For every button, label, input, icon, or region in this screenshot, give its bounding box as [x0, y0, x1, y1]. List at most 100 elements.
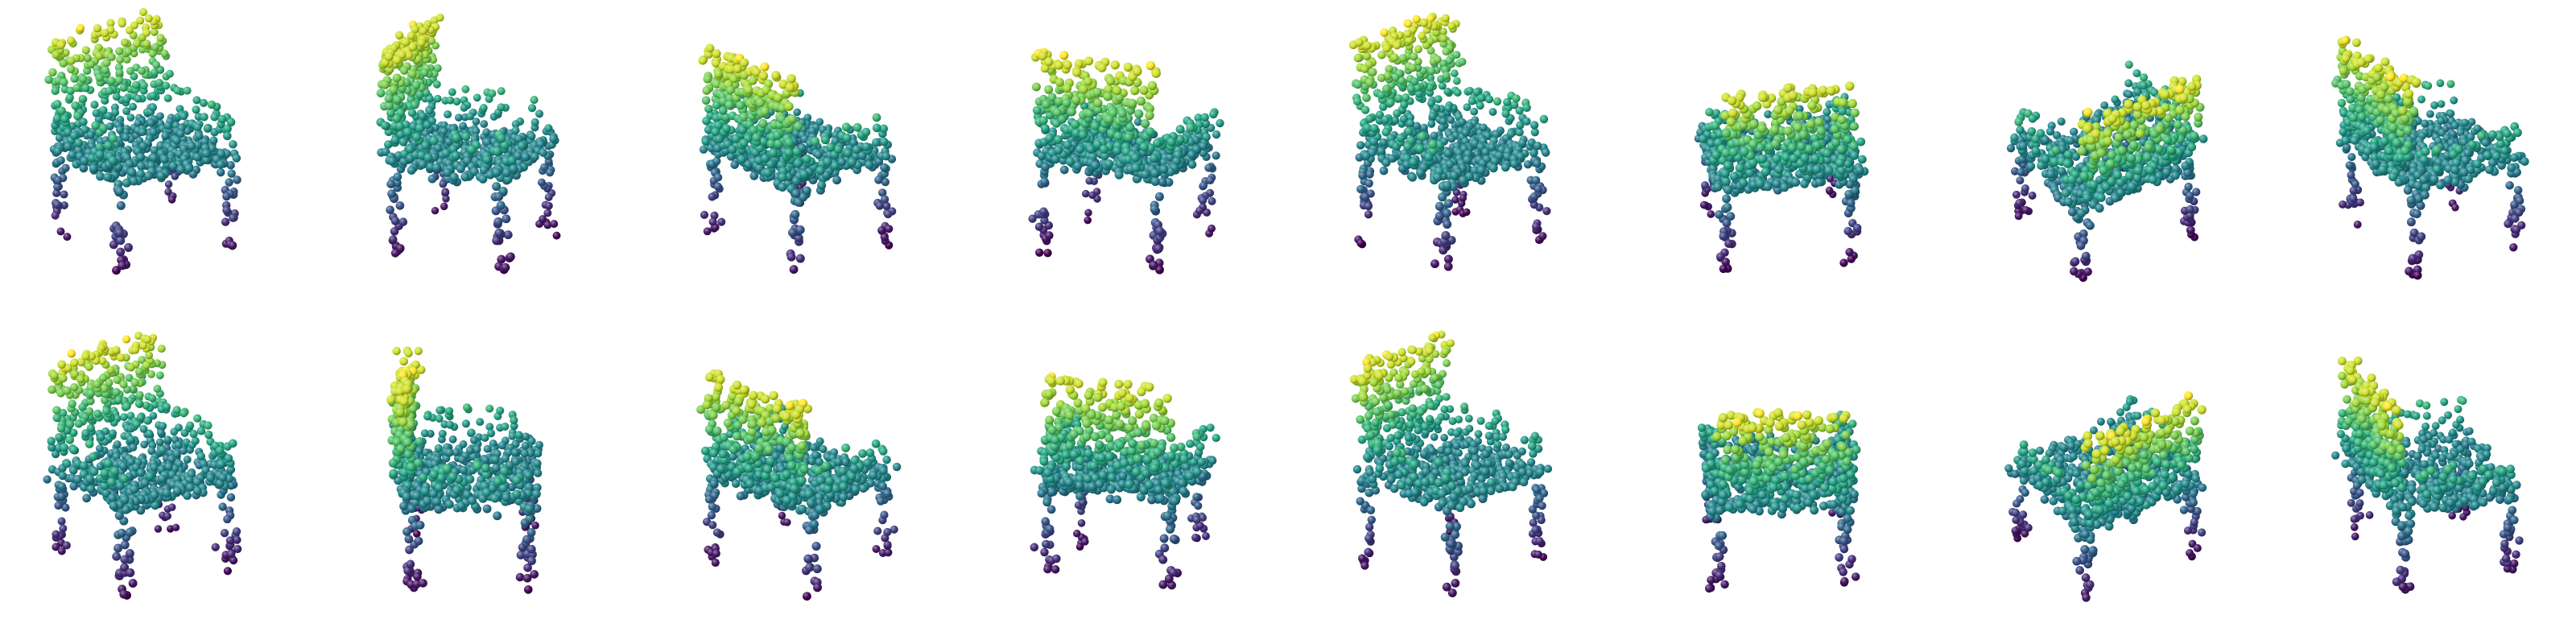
point	[1110, 60, 1120, 70]
point	[708, 192, 716, 201]
point	[1202, 132, 1211, 142]
point	[1209, 109, 1218, 119]
point	[1463, 208, 1471, 217]
point	[93, 23, 102, 33]
point	[223, 124, 232, 134]
point	[1447, 21, 1456, 31]
point	[143, 171, 153, 180]
point	[739, 138, 749, 148]
point	[233, 175, 242, 184]
point	[2016, 176, 2025, 185]
point	[730, 160, 739, 169]
point	[1408, 172, 1418, 182]
point	[136, 169, 146, 179]
point	[1127, 98, 1137, 109]
point	[95, 142, 105, 152]
point	[1063, 140, 1072, 150]
point	[1356, 238, 1365, 248]
point	[124, 243, 133, 252]
point	[733, 64, 742, 74]
point	[1439, 34, 1448, 43]
point	[1054, 146, 1063, 155]
point	[761, 154, 770, 163]
point	[1509, 159, 1519, 168]
point	[1039, 207, 1048, 217]
point	[1764, 109, 1773, 119]
point	[480, 120, 489, 128]
point	[748, 76, 758, 85]
point	[80, 156, 89, 166]
point	[1477, 93, 1486, 102]
point	[1515, 106, 1524, 115]
point	[1418, 131, 1427, 141]
point	[1435, 211, 1444, 221]
point	[1420, 123, 1428, 132]
point	[1459, 175, 1468, 185]
point	[101, 66, 110, 75]
point	[81, 84, 90, 93]
point	[129, 102, 138, 111]
point	[1360, 105, 1370, 114]
point	[390, 135, 400, 145]
point	[1358, 171, 1367, 180]
point	[223, 131, 232, 141]
point	[540, 163, 549, 171]
point	[1381, 158, 1391, 167]
point	[1212, 151, 1220, 160]
point	[1032, 105, 1042, 115]
point	[1055, 77, 1064, 87]
point	[1419, 19, 1429, 27]
point	[1516, 121, 1525, 130]
point	[1103, 92, 1113, 101]
point	[384, 93, 394, 103]
point	[1104, 159, 1114, 169]
point	[1752, 101, 1762, 111]
point	[392, 56, 402, 64]
point	[1045, 134, 1055, 142]
point	[1379, 102, 1388, 111]
point	[56, 40, 66, 50]
point	[1415, 144, 1425, 154]
point	[785, 82, 795, 93]
point	[1789, 154, 1798, 163]
point	[880, 195, 890, 204]
point	[852, 145, 861, 155]
point	[1720, 169, 1730, 179]
point	[1463, 155, 1472, 164]
point	[843, 148, 852, 158]
point	[466, 112, 475, 121]
point	[1054, 134, 1063, 144]
point	[1503, 97, 1512, 106]
point	[1492, 97, 1502, 106]
point	[1447, 116, 1455, 124]
point	[817, 180, 827, 190]
point	[142, 39, 151, 48]
point	[758, 71, 769, 80]
point	[1855, 166, 1864, 175]
point	[1079, 85, 1088, 94]
point	[79, 75, 88, 84]
point	[2016, 126, 2025, 134]
point	[407, 31, 415, 40]
point	[222, 192, 231, 201]
point	[95, 73, 104, 82]
point	[431, 206, 440, 215]
point	[704, 105, 713, 114]
point	[1091, 160, 1100, 170]
point	[1837, 115, 1847, 125]
point	[70, 74, 79, 83]
point	[1534, 184, 1542, 194]
point	[1379, 166, 1389, 175]
point	[87, 154, 97, 163]
point	[1727, 96, 1737, 105]
point	[57, 106, 66, 115]
point	[482, 155, 492, 164]
point	[390, 227, 399, 236]
point	[1807, 101, 1817, 110]
point	[1466, 86, 1474, 95]
point	[101, 28, 109, 38]
point	[791, 209, 800, 219]
point	[1377, 73, 1386, 83]
point	[1054, 60, 1063, 70]
